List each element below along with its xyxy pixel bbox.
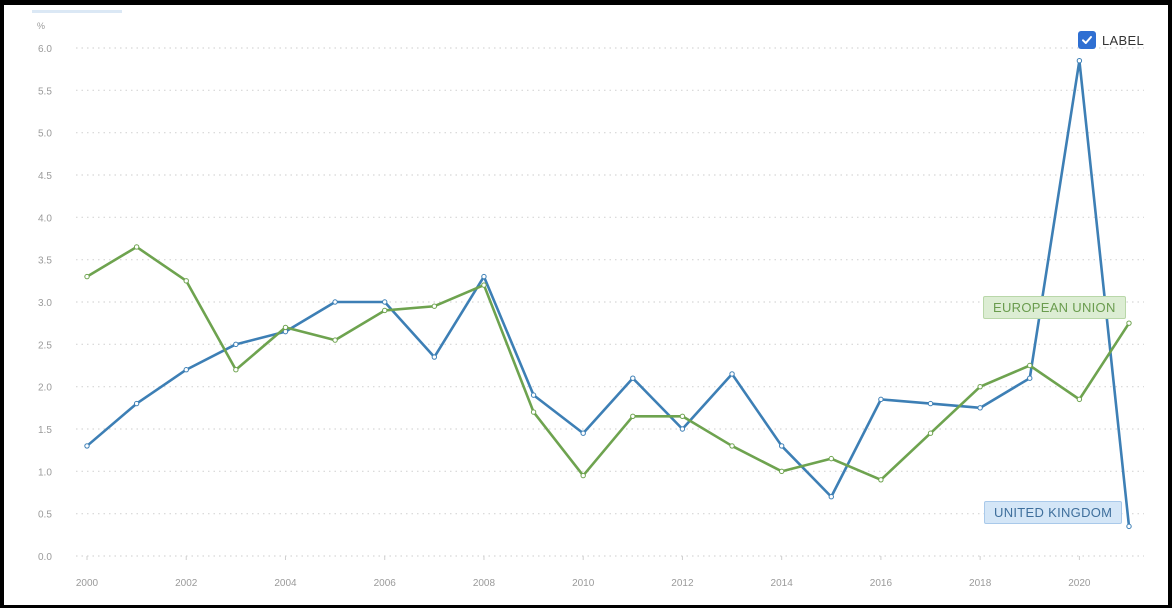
data-point-united-kingdom[interactable] xyxy=(878,396,884,403)
y-tick-label: 1.0 xyxy=(38,467,52,478)
data-point-european-union[interactable] xyxy=(977,383,983,390)
data-point-united-kingdom[interactable] xyxy=(530,392,537,398)
series-line-european-union xyxy=(86,245,1131,482)
data-point-european-union[interactable] xyxy=(679,413,686,419)
data-point-european-union[interactable] xyxy=(580,472,586,479)
x-tick-label: 2006 xyxy=(374,578,397,589)
x-tick-label: 2004 xyxy=(274,578,297,589)
x-tick-label: 2020 xyxy=(1068,578,1091,589)
y-tick-label: 5.0 xyxy=(38,129,52,140)
y-axis-unit: % xyxy=(37,21,45,31)
data-point-european-union[interactable] xyxy=(84,273,90,280)
data-point-united-kingdom[interactable] xyxy=(1027,375,1033,381)
data-point-european-union[interactable] xyxy=(431,303,438,309)
data-point-united-kingdom[interactable] xyxy=(382,299,388,305)
tab-indicator xyxy=(32,10,122,13)
series-line-united-kingdom xyxy=(86,59,1131,527)
data-point-united-kingdom[interactable] xyxy=(183,367,189,373)
y-tick-label: 5.5 xyxy=(38,86,52,97)
checkbox-checked-icon[interactable] xyxy=(1078,31,1096,49)
label-toggle[interactable]: LABEL xyxy=(1078,31,1144,49)
x-tick-label: 2016 xyxy=(870,578,893,589)
data-point-european-union[interactable] xyxy=(729,443,735,449)
data-point-european-union[interactable] xyxy=(1126,320,1132,326)
data-point-european-union[interactable] xyxy=(233,367,239,373)
y-tick-label: 3.0 xyxy=(38,298,52,309)
data-point-united-kingdom[interactable] xyxy=(927,400,934,407)
y-tick-label: 0.0 xyxy=(38,552,52,563)
data-point-united-kingdom[interactable] xyxy=(778,443,785,449)
data-point-united-kingdom[interactable] xyxy=(332,299,338,305)
y-tick-label: 2.5 xyxy=(38,340,52,351)
y-tick-label: 1.5 xyxy=(38,425,52,436)
x-tick-label: 2012 xyxy=(671,578,694,589)
data-point-european-union[interactable] xyxy=(382,307,388,314)
data-point-united-kingdom[interactable] xyxy=(828,494,834,500)
data-point-united-kingdom[interactable] xyxy=(431,354,438,360)
x-tick-label: 2008 xyxy=(473,578,496,589)
data-point-european-union[interactable] xyxy=(630,413,636,419)
data-point-united-kingdom[interactable] xyxy=(580,430,586,436)
x-tick-label: 2000 xyxy=(76,578,99,589)
data-point-united-kingdom[interactable] xyxy=(481,273,487,280)
x-tick-label: 2002 xyxy=(175,578,198,589)
data-point-european-union[interactable] xyxy=(183,278,189,284)
x-tick-label: 2018 xyxy=(969,578,992,589)
data-point-united-kingdom[interactable] xyxy=(1076,58,1083,64)
data-point-european-union[interactable] xyxy=(828,455,834,462)
data-point-european-union[interactable] xyxy=(133,244,140,250)
y-tick-label: 4.5 xyxy=(38,171,52,182)
data-point-european-union[interactable] xyxy=(530,409,537,415)
y-tick-label: 0.5 xyxy=(38,510,52,521)
data-point-european-union[interactable] xyxy=(481,282,487,288)
data-point-european-union[interactable] xyxy=(1027,362,1033,369)
label-toggle-text: LABEL xyxy=(1102,32,1144,48)
series-label-european-union: EUROPEAN UNION xyxy=(983,296,1126,319)
data-point-united-kingdom[interactable] xyxy=(679,426,686,432)
data-point-united-kingdom[interactable] xyxy=(729,371,735,377)
line-chart: % 0.0 0.5 1.0 1.5 2.0 2.5 3.0 3.5 4.0 4.5 5.0 5.5 6.0… xyxy=(37,21,1144,589)
data-point-european-union[interactable] xyxy=(1076,396,1083,403)
data-point-united-kingdom[interactable] xyxy=(84,443,90,449)
x-tick-label: 2010 xyxy=(572,578,595,589)
x-tick-label: 2014 xyxy=(771,578,794,589)
y-tick-label: 4.0 xyxy=(38,213,52,224)
data-point-united-kingdom[interactable] xyxy=(630,375,636,381)
data-point-european-union[interactable] xyxy=(332,337,338,343)
data-point-european-union[interactable] xyxy=(282,324,289,331)
data-point-united-kingdom[interactable] xyxy=(133,400,140,407)
y-tick-label: 3.5 xyxy=(38,256,52,267)
data-point-united-kingdom[interactable] xyxy=(233,341,239,348)
data-point-european-union[interactable] xyxy=(778,468,785,475)
y-tick-label: 6.0 xyxy=(38,44,52,55)
series-label-united-kingdom: UNITED KINGDOM xyxy=(984,501,1123,524)
data-point-european-union[interactable] xyxy=(927,430,934,436)
data-point-united-kingdom[interactable] xyxy=(977,405,983,411)
data-point-united-kingdom[interactable] xyxy=(1126,523,1132,530)
data-point-european-union[interactable] xyxy=(878,477,884,483)
y-tick-label: 2.0 xyxy=(38,383,52,394)
